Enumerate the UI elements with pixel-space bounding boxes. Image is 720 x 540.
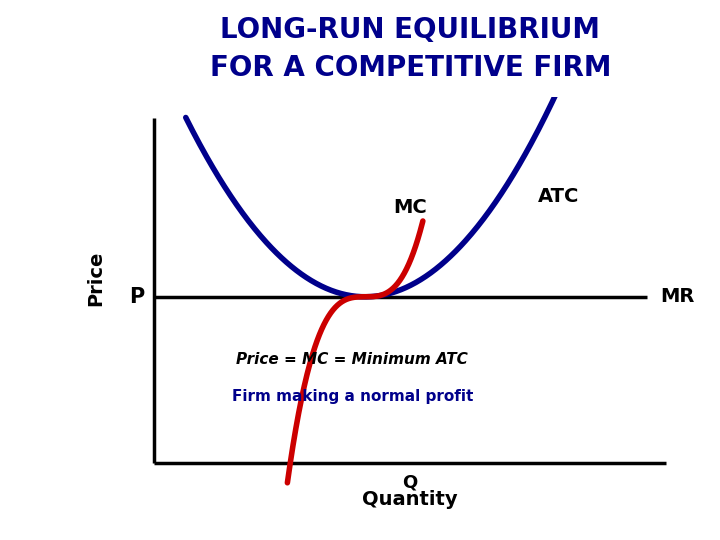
- Text: MR: MR: [660, 287, 694, 306]
- Text: MC: MC: [393, 198, 427, 217]
- Text: Price = MC = Minimum ATC: Price = MC = Minimum ATC: [236, 352, 468, 367]
- Text: ATC: ATC: [538, 187, 580, 206]
- Text: Quantity: Quantity: [362, 490, 458, 509]
- Text: Firm making a normal profit: Firm making a normal profit: [232, 389, 473, 404]
- Text: Q: Q: [402, 474, 418, 491]
- Text: LONG-RUN EQUILIBRIUM: LONG-RUN EQUILIBRIUM: [220, 16, 600, 44]
- Text: FOR A COMPETITIVE FIRM: FOR A COMPETITIVE FIRM: [210, 54, 611, 82]
- Text: P: P: [129, 287, 144, 307]
- Text: Price: Price: [86, 251, 106, 306]
